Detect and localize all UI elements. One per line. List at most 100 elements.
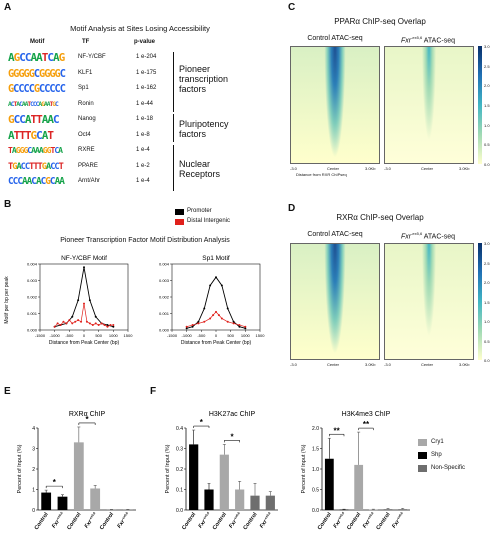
data-point (83, 266, 85, 269)
chip-bar-charts: RXRα ChIP Percent of Input (%) 0 1 2 3 4 Contro… (17, 411, 410, 531)
significance-label: * (230, 432, 234, 441)
y-axis-label: Percent of Input (%) (17, 444, 23, 493)
data-point (232, 320, 235, 323)
bar (324, 458, 334, 510)
y-tick-label: 0.000 (159, 328, 170, 333)
panel-d-tick-left-1: Center (327, 362, 340, 367)
data-point (244, 325, 247, 328)
data-point (53, 325, 56, 328)
motif-tf-name: Sp1 (78, 85, 89, 91)
motif-logo: GCCCCGCCCCC (8, 83, 66, 95)
bracket-pluripotency (173, 114, 174, 142)
motif-logo: TGACCTTTGACCT (8, 161, 64, 172)
legend-swatch-shp (418, 452, 427, 459)
data-point (91, 324, 94, 327)
x-tick-label: 1000 (109, 333, 119, 338)
data-point (94, 322, 97, 325)
x-tick-label: Fxr-ex5,6 (390, 511, 406, 530)
motif-pvalue: 1 e-204 (136, 54, 157, 60)
legend-label-cry1: Cry1 (431, 439, 444, 445)
data-point (100, 322, 103, 325)
x-tick-label: -1500 (167, 333, 178, 338)
data-point (77, 299, 80, 302)
colorbar-tick: 2.5 (484, 63, 490, 69)
x-tick-main: Control (66, 511, 82, 531)
y-tick-label: 1.0 (312, 467, 319, 473)
panel-d-right-label: Fxr-ex5,6 ATAC-seq (383, 231, 473, 240)
x-tick-label: Control (243, 511, 259, 531)
panel-letter-c: C (288, 2, 296, 13)
significance-label: * (53, 478, 57, 487)
y-tick-label: 0.003 (159, 278, 170, 283)
data-point (74, 320, 77, 323)
motif-row: ATTTGCAT Oct4 1 e-8 (8, 129, 268, 143)
bar (106, 509, 117, 511)
data-point (212, 314, 215, 317)
motif-logo: AGCCAATCAG (8, 51, 65, 64)
x-tick-main: Fxr (333, 518, 343, 529)
x-tick-main: Fxr (51, 518, 61, 529)
motif-tf-name: PPARE (78, 162, 98, 169)
x-tick-label: 500 (227, 333, 234, 338)
panel-d-tick-left-2: 3.0Kb (365, 362, 376, 367)
x-tick-main: Control (99, 511, 115, 531)
plot-frame (39, 263, 129, 331)
bar (339, 509, 349, 511)
legend-label-distal: Distal Intergenic (187, 218, 231, 224)
data-point (215, 276, 217, 279)
data-point (97, 324, 100, 327)
y-tick-label: 4 (32, 426, 35, 432)
panel-letter-a: A (4, 2, 12, 13)
x-tick-label: 1500 (256, 333, 266, 338)
x-tick-sup: -ex5,6 (337, 511, 346, 521)
data-point (215, 310, 217, 313)
bracket-pioneer (173, 52, 174, 112)
motif-tf-name: RXRE (78, 147, 95, 153)
data-point (106, 325, 109, 328)
bar (57, 496, 68, 510)
motif-logo: TAGGGCAAAGGTCA (8, 146, 63, 155)
motif-tf-name: NF-Y/CBF (78, 54, 106, 60)
colorbar-tick: 0.5 (484, 142, 490, 148)
panel-d-title: RXRα ChIP-seq Overlap (336, 213, 424, 222)
group-label-nuclear: Nuclear Receptors (179, 159, 221, 179)
x-tick-sup: -ex5,6 (366, 511, 375, 521)
panel-c-tick-right-0: -3.0 (384, 166, 391, 171)
group-label-pluripotency: Pluripotency factors (179, 119, 229, 139)
motif-pvalue: 1 e-4 (136, 147, 150, 153)
colorbar-tick: 3.0 (484, 241, 490, 246)
colorbar-d (478, 243, 482, 360)
heatmap-ppar-fxr (384, 46, 474, 164)
bar-chart-title: H3K4me3 ChIP (342, 411, 391, 418)
y-tick-label: 1 (32, 488, 35, 494)
data-point (80, 320, 83, 323)
bar (90, 488, 101, 510)
colorbar-tick: 1.0 (484, 122, 490, 128)
x-tick-main: Control (243, 511, 259, 531)
series-line-promoter (54, 267, 114, 328)
motif-distribution-charts: NF-Y/CBF Motif 0.000 0.001 0.002 0.003 0.004 -… (4, 255, 266, 346)
y-tick-label: 3 (32, 447, 35, 453)
significance-label: * (200, 418, 204, 427)
motif-tf-name: KLF1 (78, 69, 93, 76)
x-tick-main: Fxr (116, 518, 126, 529)
data-point (244, 327, 247, 330)
significance-label: ** (363, 420, 370, 429)
panel-c-xlabel: Distance from RXR ChIPseq (296, 172, 347, 177)
data-point (112, 325, 115, 328)
panel-d-right-gene: Fxr (400, 233, 412, 241)
data-point (71, 322, 74, 325)
y-tick-label: 0 (32, 508, 35, 514)
x-tick-label: -1000 (182, 333, 193, 338)
y-tick-label: 0.1 (176, 488, 183, 494)
data-point (103, 324, 106, 327)
x-tick-label: Control (181, 511, 197, 531)
data-point (109, 324, 112, 327)
x-tick-label: 1500 (124, 333, 134, 338)
x-tick-main: Control (317, 511, 333, 531)
legend-swatch-distal (175, 219, 184, 225)
x-tick-main: Control (376, 511, 392, 531)
data-point (88, 322, 91, 325)
x-tick-main: Fxr (228, 518, 238, 529)
legend-item-nonspecific: Non-Specific (418, 464, 488, 474)
